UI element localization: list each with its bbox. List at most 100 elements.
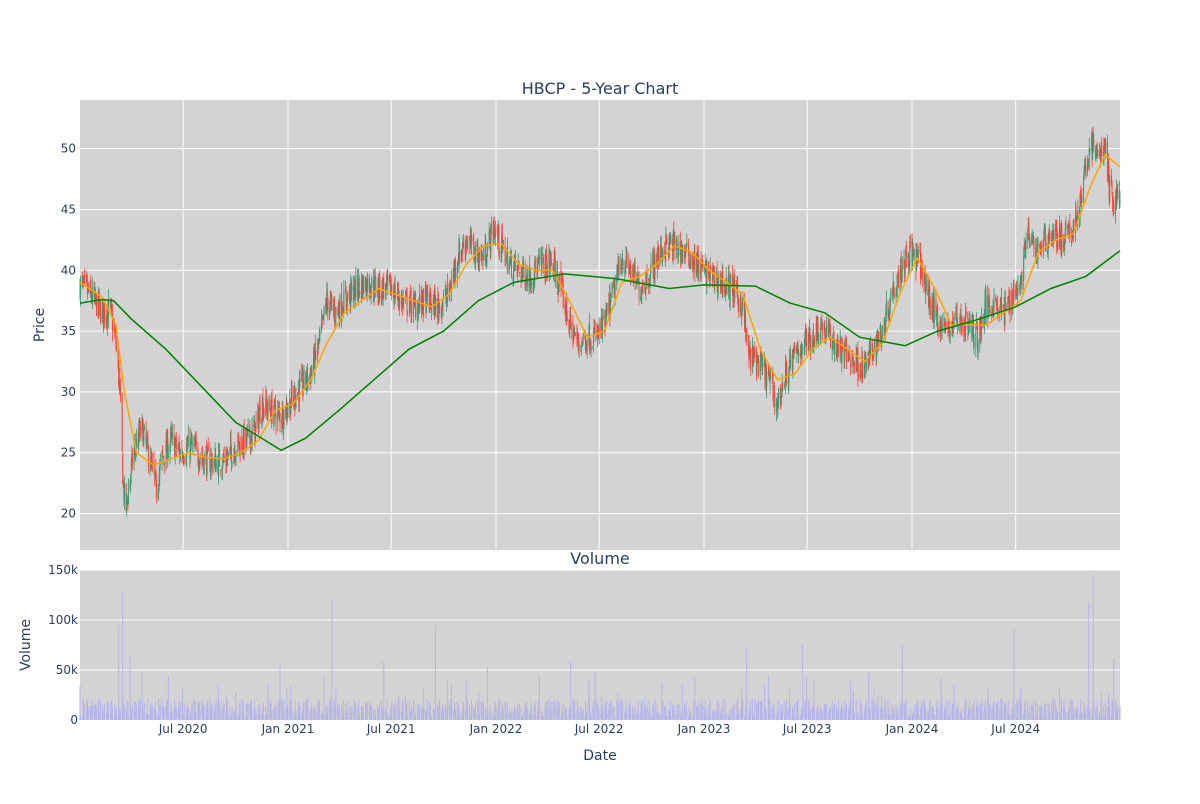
candle-body <box>533 278 535 283</box>
volume-bar <box>1065 712 1067 720</box>
volume-bar <box>456 701 458 720</box>
volume-bar <box>481 704 483 720</box>
volume-bar <box>589 713 591 720</box>
volume-bar <box>254 707 256 720</box>
volume-bar <box>991 707 993 720</box>
volume-bar <box>967 710 969 720</box>
candle-body <box>1008 293 1010 310</box>
candle-body <box>620 266 622 272</box>
candle-body <box>805 331 807 342</box>
volume-bar <box>636 713 638 720</box>
volume-bar <box>457 716 459 720</box>
candle-body <box>609 298 611 318</box>
candle-body <box>681 249 683 261</box>
volume-bar <box>1098 711 1100 720</box>
candle-body <box>525 281 527 285</box>
volume-bar <box>93 705 95 720</box>
volume-bar <box>766 717 768 720</box>
candle-body <box>286 402 288 415</box>
candle-body <box>102 302 104 309</box>
candle-body <box>269 407 271 413</box>
candle-body <box>197 447 199 462</box>
volume-bar <box>673 709 675 720</box>
candle-body <box>912 247 914 265</box>
volume-bar <box>802 645 804 720</box>
volume-bar <box>127 701 129 720</box>
volume-bar <box>138 699 140 720</box>
candle-body <box>207 447 209 449</box>
volume-bar <box>912 715 914 720</box>
volume-bar <box>734 716 736 720</box>
candle-body <box>1015 285 1017 292</box>
candle-body <box>350 280 352 291</box>
volume-bar <box>506 713 508 720</box>
candle-body <box>815 323 817 344</box>
candle-body <box>1056 226 1058 248</box>
volume-bar <box>281 700 283 720</box>
candle-body <box>945 327 947 329</box>
candle-body <box>263 408 265 412</box>
volume-bar <box>725 716 727 720</box>
candle-body <box>570 314 572 327</box>
volume-bar <box>474 701 476 720</box>
candle-body <box>673 230 675 242</box>
candle-body <box>1096 146 1098 155</box>
volume-y-tick-label: 100k <box>48 613 78 627</box>
volume-bar <box>465 707 467 720</box>
volume-bar <box>833 703 835 720</box>
volume-bar <box>836 716 838 720</box>
candle-body <box>904 261 906 274</box>
candle-body <box>432 299 434 307</box>
volume-bar <box>857 715 859 720</box>
volume-bar <box>305 702 307 720</box>
volume-bar <box>1029 706 1031 720</box>
candle-body <box>993 296 995 309</box>
candle-body <box>1079 193 1081 219</box>
volume-bar <box>473 709 475 720</box>
volume-bar <box>963 709 965 720</box>
candle-body <box>1094 149 1096 158</box>
candle-body <box>939 320 941 333</box>
candle-body <box>979 317 981 344</box>
volume-bar <box>370 704 372 720</box>
volume-bar <box>1020 703 1022 720</box>
price-y-tick-label: 25 <box>61 446 76 460</box>
candle-body <box>793 346 795 354</box>
candle-body <box>122 453 124 485</box>
volume-bar <box>844 699 846 720</box>
volume-bar <box>141 672 143 720</box>
candle-body <box>851 353 853 367</box>
volume-bar <box>732 704 734 720</box>
volume-bar <box>992 703 994 720</box>
volume-bar <box>338 704 340 720</box>
volume-bar <box>386 711 388 720</box>
volume-bar <box>574 703 576 720</box>
volume-bar <box>917 702 919 720</box>
volume-bar <box>927 710 929 720</box>
candle-body <box>549 249 551 273</box>
candle-body <box>372 278 374 295</box>
candle-body <box>709 266 711 281</box>
candle-body <box>995 299 997 301</box>
candle-body <box>410 298 412 316</box>
candle-body <box>739 297 741 311</box>
volume-bar <box>269 704 271 720</box>
volume-bar <box>303 702 305 720</box>
candle-body <box>905 248 907 267</box>
volume-bar <box>737 699 739 720</box>
volume-bar <box>943 714 945 720</box>
candle-body <box>111 306 113 314</box>
volume-bar <box>737 711 739 720</box>
volume-bar <box>241 703 243 720</box>
candle-body <box>393 296 395 303</box>
volume-bar <box>924 701 926 720</box>
candle-body <box>257 409 259 430</box>
volume-bar <box>223 704 225 720</box>
candle-body <box>251 426 253 443</box>
volume-bar <box>291 711 293 720</box>
candle-body <box>873 354 875 356</box>
candle-body <box>167 437 169 460</box>
candle-body <box>299 378 301 383</box>
volume-bar <box>684 705 686 720</box>
